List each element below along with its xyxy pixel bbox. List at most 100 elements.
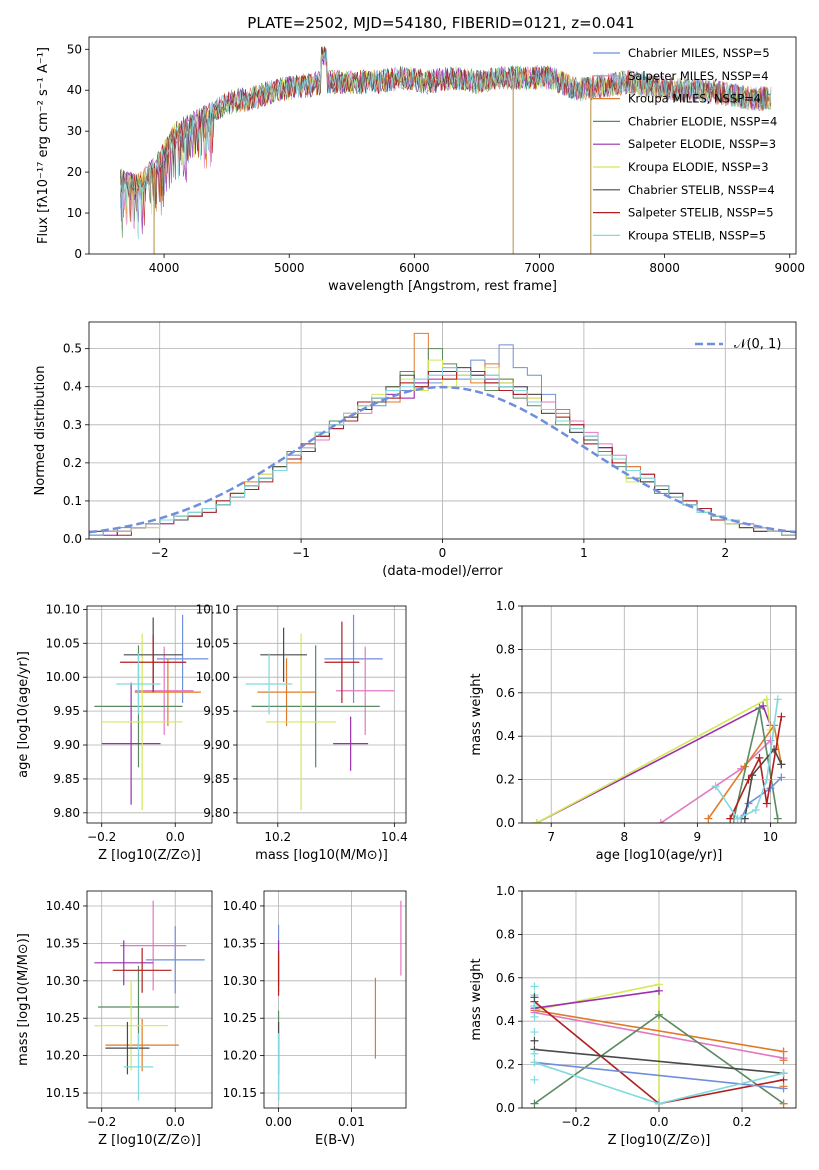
x-tick-label: 7000 — [524, 261, 555, 275]
legend-label: Chabrier ELODIE, NSSP=4 — [628, 114, 777, 128]
x-tick-label: 0.0 — [166, 830, 185, 844]
spectrum-line-kroupa-stelib — [120, 49, 772, 240]
panel-residuals: −2 −1 0 1 2 0.0 0.1 0.2 0.3 0.4 0.5 (data-model)/er… — [33, 321, 797, 579]
weight-marker — [733, 814, 742, 823]
y-tick-label: 10.10 — [46, 602, 80, 616]
y-tick-label: 0.6 — [496, 971, 515, 985]
weight-line-chabrier-stelib — [534, 1048, 784, 1075]
y-tick-label: 50 — [67, 42, 82, 56]
panel-weight_vs_Z: −0.2 0.0 0.2 0.0 0.2 0.4 0.6 0.8 1.0 Z [log10(Z/Z… — [469, 884, 797, 1148]
y-tick-label: 9.95 — [203, 704, 230, 718]
weight-marker — [530, 982, 539, 991]
weight-marker — [773, 695, 782, 704]
figure-title: PLATE=2502, MJD=54180, FIBERID=0121, z=0… — [247, 14, 634, 32]
x-tick-label: −2 — [151, 546, 169, 560]
weight-marker — [711, 782, 720, 791]
x-tick-label: 1 — [580, 546, 588, 560]
weight-line-salpeter-miles — [534, 1011, 784, 1059]
y-tick-label: 10.20 — [223, 1049, 257, 1063]
y-tick-label: 1.0 — [496, 599, 515, 613]
weight-marker — [766, 736, 775, 745]
plots-layer: 4000 5000 6000 7000 8000 900001020304050wavel… — [16, 36, 805, 1148]
weight-marker — [777, 773, 786, 782]
legend-label: Kroupa ELODIE, NSSP=3 — [628, 160, 769, 174]
y-tick-label: 10.35 — [46, 936, 80, 950]
y-tick-label: 20 — [67, 165, 82, 179]
weight-marker — [779, 1047, 788, 1056]
x-axis-label: mass [log10(M/M⊙)] — [255, 848, 388, 863]
weight-marker — [779, 1069, 788, 1078]
axes-frame — [236, 605, 407, 824]
weight-line-kroupa-miles — [534, 1009, 784, 1053]
y-tick-label: 0 — [74, 247, 82, 261]
legend-label: Salpeter MILES, NSSP=4 — [628, 69, 769, 83]
x-tick-label: 0.0 — [649, 1115, 668, 1129]
y-tick-label: 10.05 — [46, 636, 80, 650]
panel-mass_vs_Z: −0.2 0.0 10.15 10.20 10.25 10.30 10.35 10.40 Z [… — [16, 890, 213, 1148]
x-tick-label: 4000 — [149, 261, 180, 275]
x-tick-label: 5000 — [274, 261, 305, 275]
weight-marker — [779, 1082, 788, 1091]
y-tick-label: 10.00 — [46, 670, 80, 684]
y-axis-label: mass weight — [469, 958, 484, 1040]
y-tick-label: 0.0 — [63, 532, 82, 546]
panel-mass_vs_ebv: 0.00 0.01 10.15 10.20 10.25 10.30 10.35 10.40 E(… — [223, 890, 407, 1148]
weight-marker — [530, 1049, 539, 1058]
y-tick-label: 10.20 — [46, 1049, 80, 1063]
legend-label: Chabrier STELIB, NSSP=4 — [628, 183, 775, 197]
x-tick-label: 8000 — [649, 261, 680, 275]
legend-label: Salpeter ELODIE, NSSP=3 — [628, 137, 776, 151]
x-tick-label: 10.2 — [264, 830, 291, 844]
y-tick-label: 0.0 — [496, 1101, 515, 1115]
y-tick-label: 0.5 — [63, 342, 82, 356]
weight-marker — [655, 986, 663, 995]
y-tick-label: 10.00 — [196, 670, 230, 684]
legend-label: Chabrier MILES, NSSP=5 — [628, 46, 770, 60]
weight-marker — [530, 993, 539, 1002]
weight-marker — [762, 695, 771, 704]
weight-marker — [755, 703, 764, 712]
panel-weight_vs_age: 7 8 9 10 0.0 0.2 0.4 0.6 0.8 1.0 age [log10(age/yr… — [469, 599, 797, 863]
spectrum-legend: Chabrier MILES, NSSP=5 Salpeter MILES, NS… — [593, 46, 777, 242]
y-tick-label: 9.90 — [203, 738, 230, 752]
y-tick-label: 30 — [67, 124, 82, 138]
x-tick-label: −0.2 — [561, 1115, 590, 1129]
weight-marker — [762, 799, 771, 808]
x-axis-label: Z [log10(Z/Z⊙)] — [98, 848, 201, 863]
axes-frame — [86, 890, 213, 1109]
weight-line-chabrier-stelib — [744, 747, 783, 819]
legend-label: 𝒩(0, 1) — [734, 337, 781, 352]
weight-marker — [530, 1075, 539, 1084]
plot-area — [277, 900, 402, 1101]
axes-frame — [86, 605, 213, 824]
y-tick-label: 9.85 — [53, 772, 80, 786]
weight-marker — [744, 775, 753, 784]
weight-marker — [751, 805, 760, 814]
weight-marker — [530, 1036, 539, 1045]
plot-area — [245, 614, 395, 811]
weight-marker — [779, 1099, 788, 1108]
weight-marker — [777, 712, 786, 721]
y-tick-label: 0.2 — [496, 773, 515, 787]
x-axis-label: Z [log10(Z/Z⊙)] — [608, 1133, 711, 1148]
axes-frame — [88, 36, 797, 255]
y-tick-label: 0.6 — [496, 686, 515, 700]
weight-marker — [704, 814, 713, 823]
y-tick-label: 0.0 — [496, 816, 515, 830]
x-tick-label: 10.4 — [381, 830, 408, 844]
weight-marker — [655, 1010, 663, 1019]
y-axis-label: Flux [fλ10⁻¹⁷ erg cm⁻² s⁻¹ A⁻¹] — [36, 47, 51, 244]
weight-line-kroupa-miles — [707, 723, 783, 820]
y-tick-label: 10.25 — [223, 1011, 257, 1025]
legend-label: Kroupa STELIB, NSSP=5 — [628, 228, 766, 242]
x-axis-label: Z [log10(Z/Z⊙)] — [98, 1133, 201, 1148]
y-tick-label: 0.2 — [496, 1058, 515, 1072]
x-tick-label: 0 — [439, 546, 447, 560]
weight-line-salpeter-elodie — [536, 704, 772, 823]
y-tick-label: 10.25 — [46, 1011, 80, 1025]
y-tick-label: 9.90 — [53, 738, 80, 752]
x-tick-label: −0.2 — [87, 830, 116, 844]
x-axis-label: E(B-V) — [315, 1133, 355, 1148]
weight-marker — [755, 753, 764, 762]
